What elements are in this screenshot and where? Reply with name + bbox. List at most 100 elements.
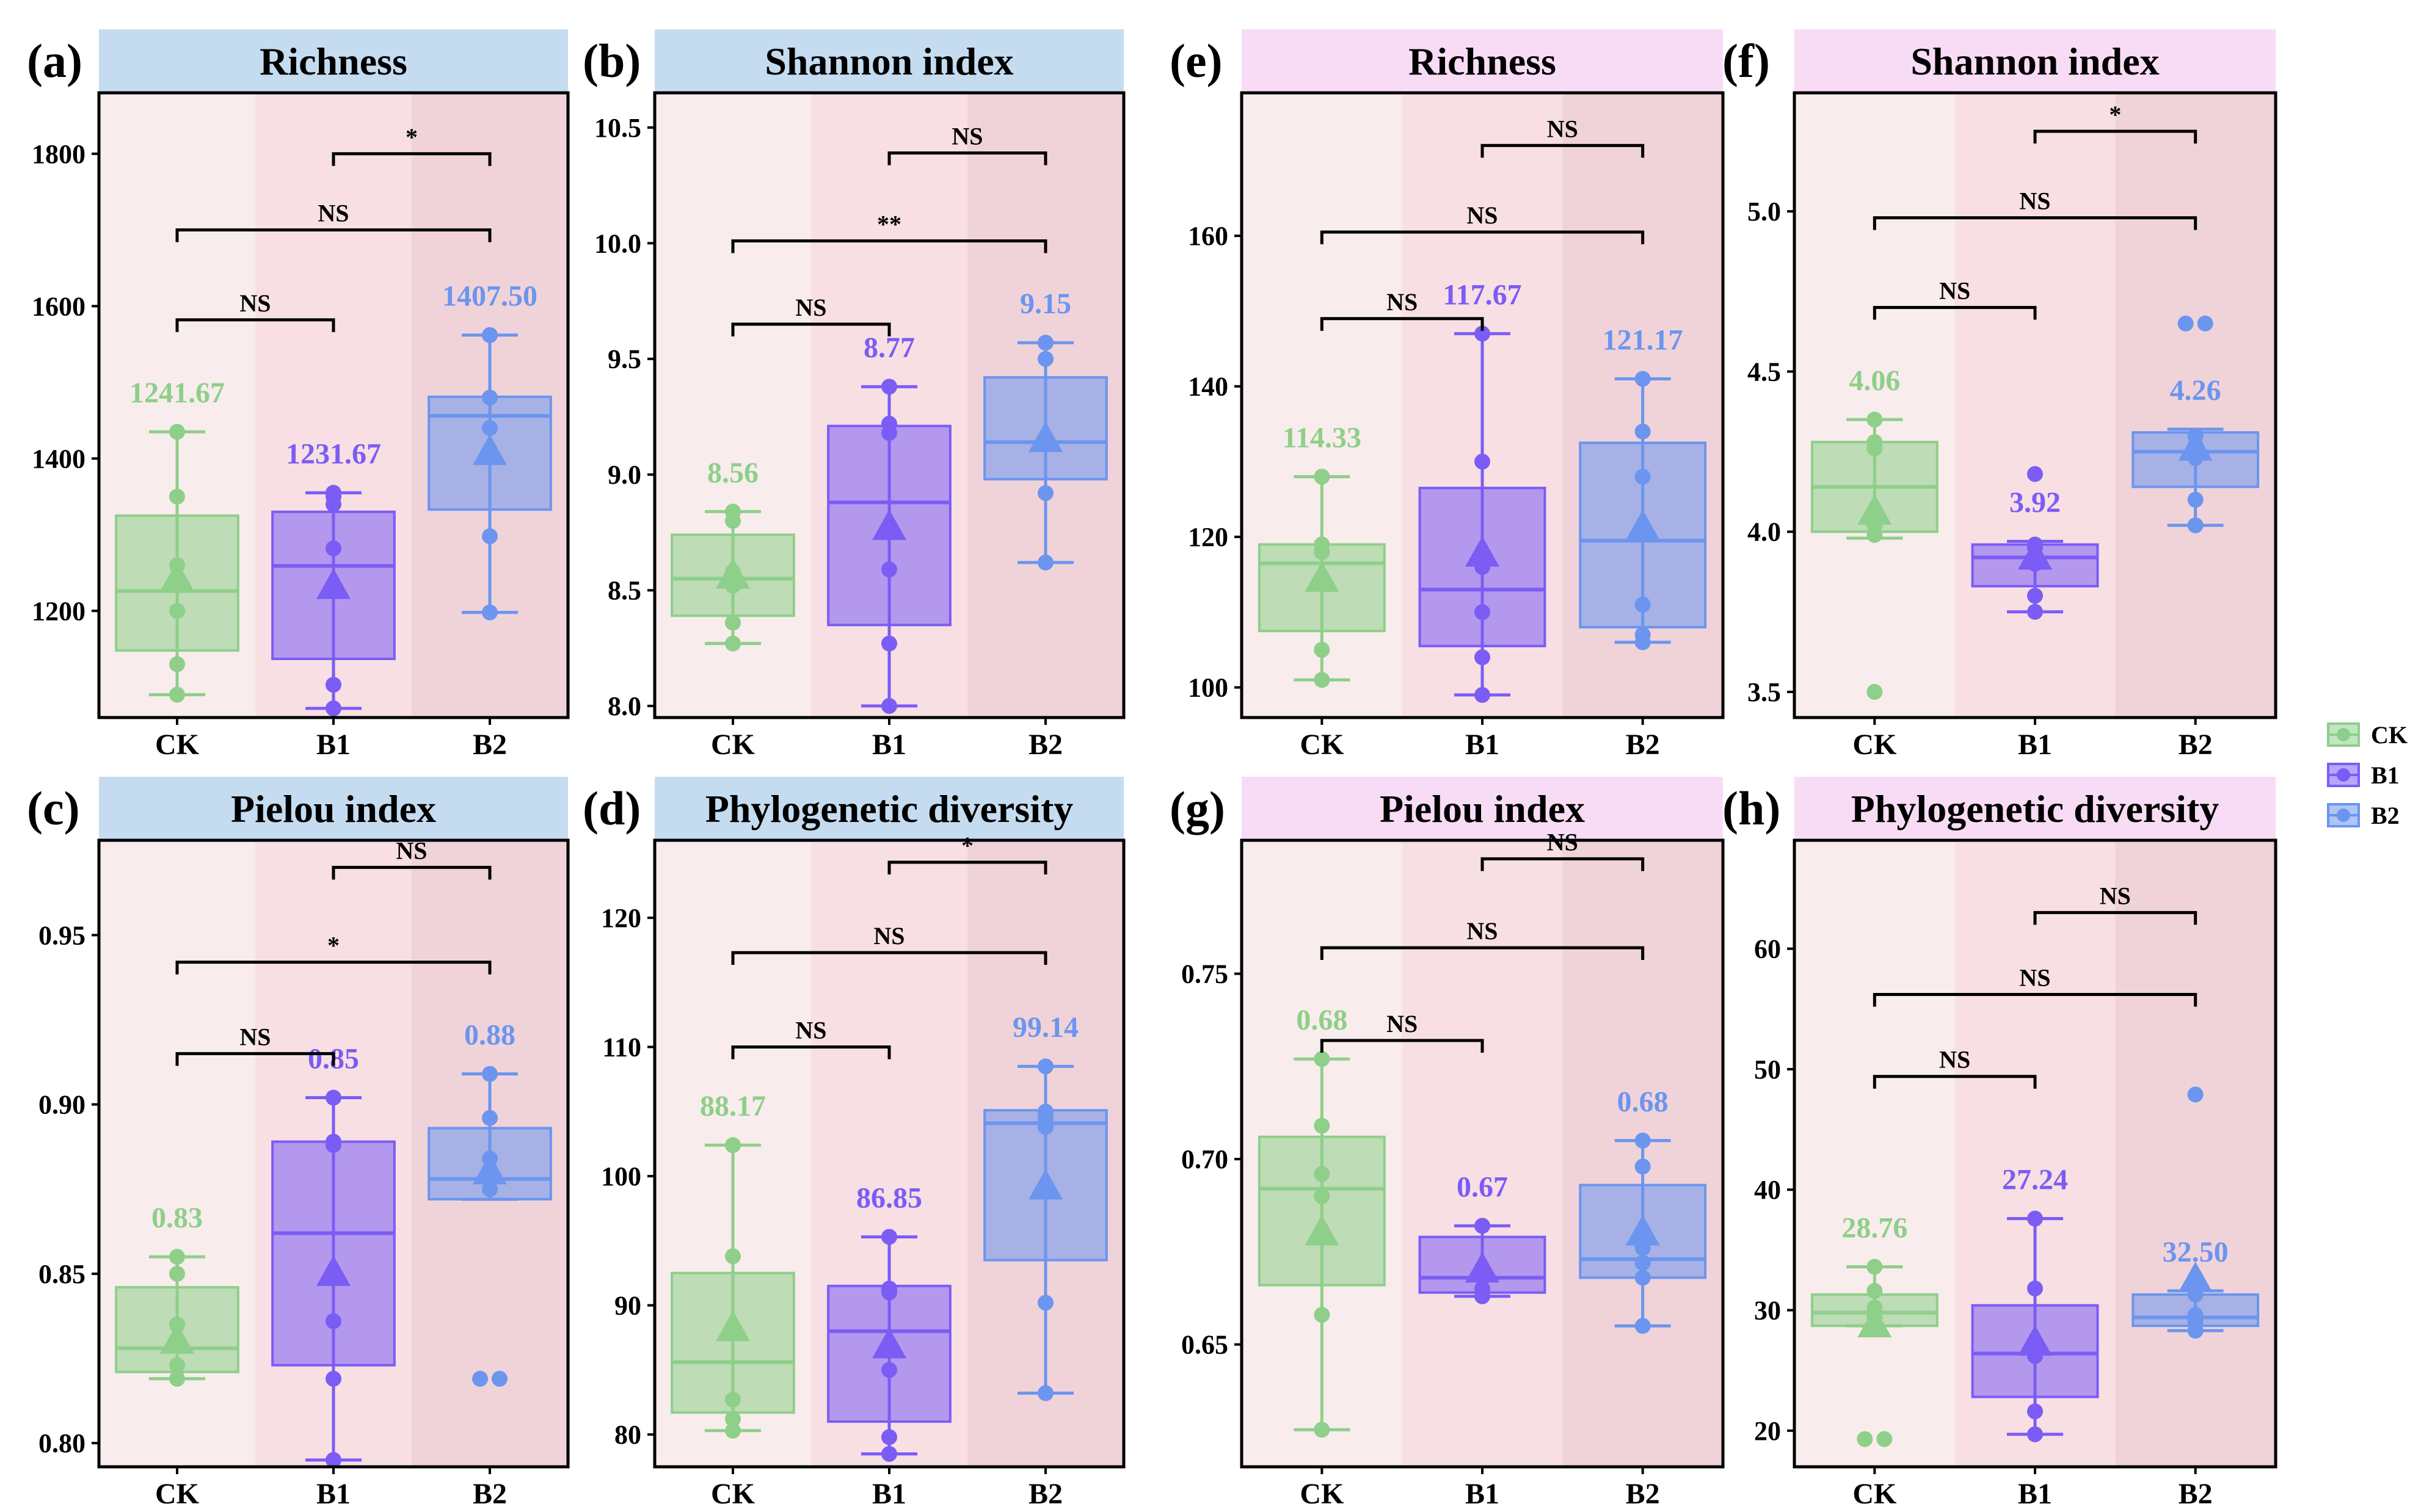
legend: CK B1 B2 — [2327, 721, 2408, 829]
mean-marker — [1305, 1215, 1339, 1246]
panel-title: Pielou index — [1380, 787, 1585, 831]
x-tick-label: CK — [1852, 729, 1896, 761]
mean-label: 0.68 — [1617, 1086, 1669, 1118]
legend-item-B2: B2 — [2327, 802, 2400, 829]
mean-label: 9.15 — [1020, 288, 1071, 320]
data-point — [1634, 423, 1651, 440]
mean-label: 8.56 — [707, 457, 759, 489]
x-tick-label: B1 — [1465, 729, 1499, 761]
bracket-line — [2033, 129, 2197, 144]
bracket-line — [731, 1045, 891, 1059]
y-tick-label: 120 — [1188, 522, 1228, 552]
significance-bracket: NS — [175, 1023, 335, 1066]
x-tick-label: CK — [1852, 1478, 1896, 1509]
mean-label: 4.26 — [2170, 374, 2221, 407]
data-point — [482, 1066, 498, 1082]
panel-label: (f) — [1722, 34, 1770, 87]
data-point — [1474, 649, 1490, 666]
mean-label: 1241.67 — [129, 377, 225, 409]
significance-bracket: NS — [1873, 187, 2197, 230]
outlier-point — [2187, 1086, 2204, 1103]
mean-label: 99.14 — [1013, 1011, 1079, 1044]
y-tick-label: 1200 — [32, 596, 86, 626]
data-point — [1314, 1307, 1330, 1323]
background-band — [1402, 840, 1563, 1467]
x-tick-label: CK — [155, 1478, 199, 1509]
significance-label: NS — [1547, 115, 1578, 142]
data-point — [881, 1445, 897, 1462]
significance-label: * — [327, 932, 340, 959]
significance-bracket: NS — [1480, 115, 1645, 158]
y-tick-label: 4.0 — [1747, 517, 1781, 547]
mean-label: 88.17 — [700, 1090, 766, 1122]
x-tick-label: B1 — [316, 1478, 351, 1509]
bracket-line — [731, 322, 891, 336]
data-point — [169, 1370, 185, 1387]
plot-frame — [1240, 91, 1725, 719]
bracket-line — [332, 865, 492, 880]
significance-label: NS — [2019, 964, 2050, 992]
y-tick-label: 0.95 — [38, 920, 86, 950]
data-point — [725, 1248, 741, 1265]
panel-title: Shannon index — [1910, 40, 2159, 83]
box-CK: 1241.67 — [115, 377, 239, 703]
data-point — [1314, 1188, 1330, 1204]
bracket-line — [1873, 305, 2037, 320]
data-point — [326, 677, 341, 693]
significance-bracket: * — [175, 932, 492, 975]
mean-marker — [1465, 536, 1499, 567]
data-point — [1866, 1282, 1883, 1299]
panel-label: (h) — [1722, 782, 1780, 835]
y-tick-label: 20 — [1754, 1416, 1781, 1446]
x-tick-label: B1 — [2018, 1478, 2052, 1509]
box-B2: 1407.50 — [428, 280, 552, 620]
box-B2: 0.68 — [1579, 1086, 1707, 1334]
significance-label: NS — [1386, 1010, 1418, 1038]
data-point — [2027, 1210, 2043, 1227]
data-point — [1038, 485, 1054, 501]
panel-label: (d) — [583, 782, 641, 835]
bracket-line — [175, 961, 492, 975]
panel-b: Shannon index (b) 8.0 8.5 9.0 9.5 10.0 10.5 CK B1… — [583, 29, 1126, 761]
y-tick-label: 80 — [614, 1420, 641, 1450]
mean-marker — [473, 1154, 507, 1185]
background-band — [2115, 93, 2276, 718]
data-point — [725, 1411, 741, 1427]
data-point — [482, 327, 498, 343]
mean-marker — [1625, 1215, 1660, 1246]
mean-marker — [2178, 1262, 2213, 1293]
plot-frame — [97, 838, 570, 1469]
data-point — [725, 614, 741, 631]
plot-frame — [1240, 838, 1725, 1469]
data-point — [2187, 1307, 2204, 1323]
x-tick-label: B1 — [1465, 1478, 1499, 1509]
significance-label: NS — [239, 289, 271, 317]
mean-label: 28.76 — [1841, 1212, 1907, 1244]
legend-item-CK: CK — [2327, 721, 2408, 749]
mean-marker — [716, 558, 750, 589]
data-point — [482, 1110, 498, 1126]
x-tick-label: B2 — [473, 729, 507, 761]
panel-e: Richness (e) 100 120 140 160 CK B1 B2 114.33 117.6… — [1170, 29, 1725, 761]
data-point — [1314, 536, 1330, 553]
data-point — [326, 540, 341, 557]
data-point — [169, 1249, 185, 1265]
data-point — [2027, 1280, 2043, 1296]
significance-bracket: * — [2033, 101, 2197, 144]
y-tick-label: 0.70 — [1181, 1144, 1228, 1174]
y-tick-label: 120 — [601, 903, 641, 933]
y-tick-label: 10.5 — [594, 113, 641, 143]
legend-label: CK — [2371, 721, 2408, 749]
y-tick-label: 30 — [1754, 1296, 1781, 1326]
mean-label: 121.17 — [1603, 324, 1683, 356]
box-body — [671, 1271, 795, 1414]
x-tick-label: B1 — [872, 1478, 906, 1509]
background-band — [1954, 93, 2116, 718]
mean-label: 3.92 — [2009, 486, 2061, 518]
box-B2: 0.88 — [428, 1019, 552, 1387]
panel-label: (c) — [27, 782, 80, 835]
bracket-line — [731, 951, 1047, 965]
x-tick-label: B2 — [1029, 1478, 1063, 1509]
significance-label: * — [2109, 101, 2121, 128]
